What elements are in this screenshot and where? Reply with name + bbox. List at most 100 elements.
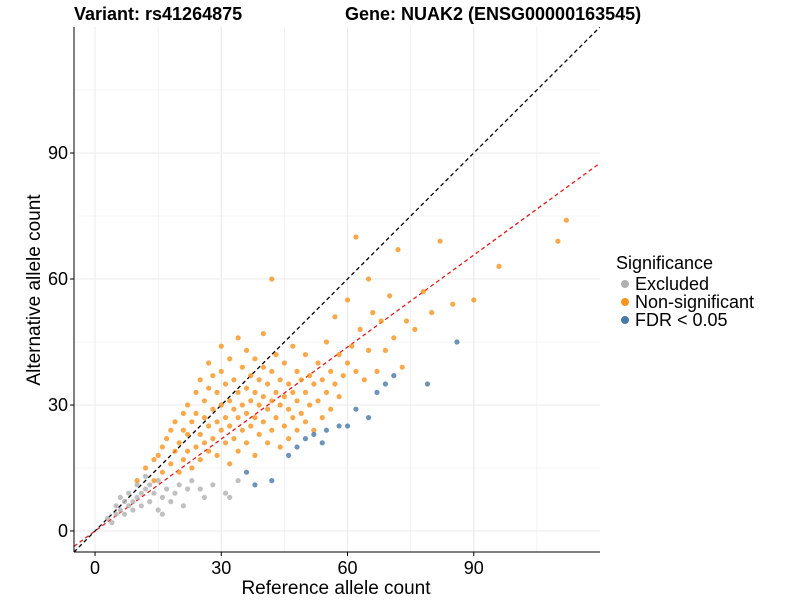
data-point (243, 347, 250, 353)
legend-title: Significance (616, 253, 714, 273)
data-point (420, 289, 426, 295)
data-point (336, 394, 342, 400)
data-point (319, 440, 325, 446)
data-point (286, 381, 292, 387)
data-point (290, 415, 296, 421)
data-point (113, 511, 119, 517)
data-point (391, 373, 397, 379)
data-point (260, 419, 266, 425)
legend-label: FDR < 0.05 (635, 309, 728, 330)
data-point (126, 490, 132, 496)
data-point (138, 503, 144, 509)
data-point (176, 469, 182, 475)
data-point (365, 276, 372, 282)
data-point (134, 494, 140, 500)
data-point (256, 377, 262, 383)
y-tick-label: 60 (48, 269, 68, 289)
data-point (298, 377, 304, 383)
x-tick-label: 0 (90, 558, 100, 578)
data-point (336, 423, 342, 429)
y-tick-label: 0 (58, 521, 68, 541)
data-point (269, 368, 275, 374)
legend-item-fdr: FDR < 0.05 (616, 309, 754, 330)
data-point (206, 448, 212, 454)
data-point (323, 427, 330, 433)
data-point (210, 482, 216, 488)
data-point (357, 326, 363, 332)
data-point (172, 448, 178, 454)
data-point (286, 436, 292, 442)
data-point (563, 217, 569, 223)
data-point (239, 364, 245, 370)
axes: 0 30 60 90 0 30 60 90 (48, 27, 600, 578)
data-point (130, 499, 136, 505)
y-tick-label: 90 (48, 143, 68, 163)
data-point (243, 440, 250, 446)
data-point (206, 385, 212, 391)
data-point (214, 419, 220, 425)
data-point (273, 389, 279, 395)
data-point (315, 360, 321, 366)
x-axis-label: Reference allele count (241, 578, 431, 599)
data-point (222, 440, 229, 446)
data-point (227, 494, 233, 500)
data-point (206, 423, 212, 429)
data-point (353, 234, 359, 240)
data-point (496, 263, 502, 269)
data-point (235, 335, 241, 341)
data-point (328, 406, 334, 412)
series-fdr-0-05 (243, 339, 460, 488)
data-point (138, 490, 144, 496)
data-point (269, 276, 275, 282)
data-point (243, 385, 250, 391)
data-point (260, 331, 266, 337)
data-point (142, 486, 149, 492)
data-point (340, 373, 346, 379)
data-point (214, 389, 220, 395)
data-point (269, 398, 275, 404)
data-point (294, 398, 300, 404)
data-point (365, 347, 372, 353)
data-point (323, 339, 330, 345)
data-point (248, 423, 254, 429)
data-point (302, 419, 309, 425)
data-point (147, 482, 153, 488)
data-point (155, 507, 161, 513)
data-point (231, 406, 237, 412)
data-point (252, 452, 258, 458)
data-point (189, 478, 195, 484)
data-point (235, 448, 241, 454)
data-point (130, 507, 136, 513)
data-point (180, 410, 187, 416)
data-point (239, 402, 245, 408)
data-point (424, 381, 431, 387)
data-point (555, 238, 561, 244)
data-point (185, 448, 191, 454)
data-point (210, 406, 216, 412)
legend-dot-icon (621, 298, 629, 306)
data-point (168, 427, 174, 433)
legend-label: Non-significant (635, 291, 755, 312)
data-point (269, 478, 275, 484)
data-point (239, 427, 245, 433)
data-point (218, 343, 224, 349)
data-point (193, 389, 199, 395)
data-point (109, 520, 115, 526)
x-tick-label: 60 (338, 558, 358, 578)
data-point (307, 373, 313, 379)
data-point (332, 381, 338, 387)
data-point (395, 247, 401, 253)
data-point (391, 335, 397, 341)
data-point (117, 494, 123, 500)
data-point (185, 431, 191, 437)
data-point (218, 368, 224, 374)
data-point (302, 389, 309, 395)
data-point (201, 440, 208, 446)
data-point (227, 356, 233, 362)
data-point (361, 377, 367, 383)
data-point (227, 461, 233, 467)
data-point (290, 343, 296, 349)
chart-title-gene: Gene: NUAK2 (ENSG00000163545) (345, 4, 642, 24)
data-point (319, 377, 325, 383)
data-point (235, 389, 241, 395)
